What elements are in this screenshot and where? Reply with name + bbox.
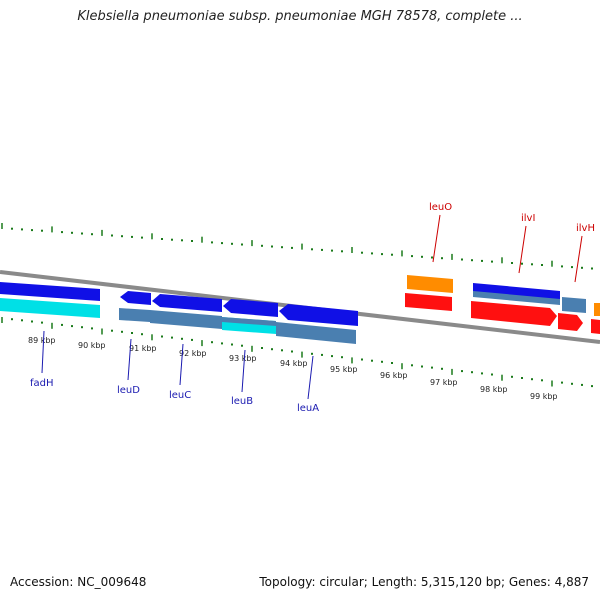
leuB-block-upper — [222, 317, 276, 326]
scale-label: 91 kbp — [129, 344, 157, 353]
ilvH-red-arrow — [558, 313, 583, 331]
ilvH-cds — [562, 297, 586, 313]
gene-label-ilvH: ilvH — [576, 223, 595, 234]
leuD-arrow — [120, 291, 151, 305]
fadH-rna — [0, 298, 100, 318]
leuA-arrow — [279, 304, 358, 326]
scale-label: 89 kbp — [28, 336, 56, 345]
scale-label: 98 kbp — [480, 385, 508, 394]
gene-label-leuA: leuA — [297, 403, 319, 414]
edge-red-cds — [591, 319, 600, 334]
scale-label: 96 kbp — [380, 371, 408, 380]
accession-text: Accession: NC_009648 — [10, 575, 147, 589]
bottom-tick-track — [1, 317, 593, 388]
fadH-adjacent-cds — [0, 282, 100, 301]
leuO-rna — [407, 275, 453, 293]
leuC-block — [150, 310, 222, 329]
genome-stats-text: Topology: circular; Length: 5,315,120 bp… — [259, 575, 589, 589]
label-leaders — [41, 214, 583, 400]
forward-strand-features — [0, 275, 600, 316]
leuO-cds — [405, 293, 452, 311]
scale-label: 97 kbp — [430, 378, 458, 387]
gene-label-fadH: fadH — [30, 378, 54, 389]
top-tick-track — [1, 223, 593, 270]
scale-label: 90 kbp — [78, 341, 106, 350]
scale-label: 94 kbp — [280, 359, 308, 368]
edge-rna — [594, 303, 600, 316]
gene-label-leuB: leuB — [231, 396, 253, 407]
scale-label: 93 kbp — [229, 354, 257, 363]
scale-label: 92 kbp — [179, 349, 207, 358]
leuC-arrow — [152, 294, 222, 312]
gene-label-leuD: leuD — [117, 385, 140, 396]
gene-label-leuO: leuO — [429, 202, 452, 213]
leuB-arrow — [223, 299, 278, 317]
gene-label-leuC: leuC — [169, 390, 191, 401]
leuA-block — [276, 322, 356, 344]
ilvI-cds-lower — [473, 291, 560, 305]
map-title: Klebsiella pneumoniae subsp. pneumoniae … — [77, 9, 523, 24]
scale-label: 99 kbp — [530, 392, 558, 401]
reverse-strand-features — [0, 291, 600, 344]
ilvI-red-arrow — [471, 301, 557, 326]
gene-label-ilvI: ilvI — [521, 213, 535, 224]
scale-label: 95 kbp — [330, 365, 358, 374]
scale-labels: 89 kbp 90 kbp 91 kbp 92 kbp 93 kbp 94 kb… — [28, 336, 558, 401]
leuD-block — [119, 308, 150, 322]
gene-labels: fadH leuD leuC leuB leuA leuO ilvI ilvH — [30, 202, 595, 414]
